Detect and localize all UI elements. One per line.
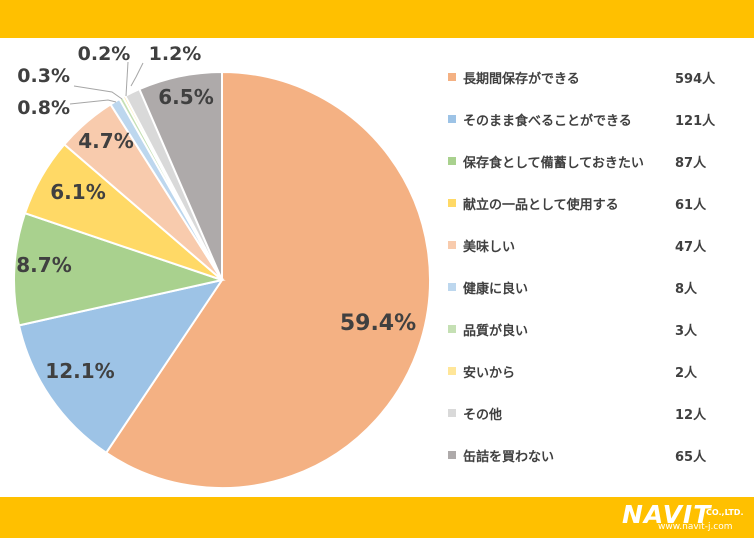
legend-count: 65人 [675, 449, 707, 465]
slice-percent-label: 8.7% [16, 253, 71, 277]
legend-item: 健康に良い 8人 [448, 272, 738, 302]
legend-count: 61人 [675, 197, 707, 213]
legend-count: 594人 [675, 71, 716, 87]
legend-label: 安いから [463, 365, 516, 381]
legend-item: その他 12人 [448, 398, 738, 428]
legend-item: 品質が良い 3人 [448, 314, 738, 344]
legend-item: 美味しい 47人 [448, 230, 738, 260]
legend-swatch [448, 241, 456, 249]
pie-slice [17, 278, 225, 455]
legend-label: 保存食として備蓄しておきたい [463, 155, 644, 171]
legend-count: 121人 [675, 113, 716, 129]
slice-percent-label: 0.2% [78, 43, 131, 65]
legend-count: 87人 [675, 155, 707, 171]
slice-percent-label: 1.2% [149, 43, 202, 65]
slice-percent-label: 4.7% [78, 129, 133, 153]
legend-swatch [448, 367, 456, 375]
legend-item: 安いから 2人 [448, 356, 738, 386]
slice-percent-label: 6.1% [50, 180, 105, 204]
pie-slice [138, 70, 223, 281]
slice-percent-label: 12.1% [45, 359, 114, 383]
legend-count: 47人 [675, 239, 707, 255]
pie-slice [12, 211, 226, 327]
legend-item: そのまま食べることができる 121人 [448, 104, 738, 134]
legend-item: 長期間保存ができる 594人 [448, 62, 738, 92]
slice-percent-label: 0.3% [17, 65, 70, 87]
legend-item: 缶詰を買わない 65人 [448, 440, 738, 470]
slice-percent-label: 0.8% [17, 97, 70, 119]
legend-swatch [448, 409, 456, 417]
slice-percent-label: 59.4% [340, 311, 416, 336]
legend-label: 献立の一品として使用する [463, 197, 619, 213]
legend-label: 美味しい [463, 239, 516, 255]
legend-count: 8人 [675, 281, 698, 297]
legend-item: 献立の一品として使用する 61人 [448, 188, 738, 218]
legend-swatch [448, 283, 456, 291]
leader-line [69, 99, 117, 105]
pie-percent-labels: 59.4% 12.1% 8.7% 6.1% 4.7% 0.8% 0.3% 0.2% 1.2% 6.… [16, 43, 416, 383]
company-logo: NAVIT CO.,LTD. www.navit-j.com [618, 500, 752, 536]
legend-count: 12人 [675, 407, 707, 423]
pie-slices [12, 70, 431, 489]
leader-line [73, 85, 123, 100]
pie-slice [104, 70, 431, 489]
legend-swatch [448, 199, 456, 207]
top-accent-band [0, 0, 754, 38]
legend-count: 3人 [675, 323, 698, 339]
legend-swatch [448, 451, 456, 459]
leader-line [130, 62, 144, 87]
legend-item: 保存食として備蓄しておきたい 87人 [448, 146, 738, 176]
legend-label: 缶詰を買わない [463, 449, 555, 465]
legend-label: その他 [463, 407, 503, 423]
legend-swatch [448, 325, 456, 333]
legend-swatch [448, 73, 456, 81]
slice-percent-label: 6.5% [158, 85, 213, 109]
legend-swatch [448, 115, 456, 123]
legend-swatch [448, 157, 456, 165]
legend-label: 品質が良い [463, 323, 529, 339]
legend-label: そのまま食べることができる [463, 113, 632, 129]
legend-label: 健康に良い [463, 281, 529, 297]
logo-company-suffix: CO.,LTD. [706, 508, 744, 517]
leader-line [125, 61, 129, 97]
legend-label: 長期間保存ができる [463, 71, 580, 87]
bottom-accent-band [0, 497, 754, 538]
logo-wordmark: NAVIT [622, 500, 712, 529]
logo-url: www.navit-j.com [658, 522, 733, 532]
legend-count: 2人 [675, 365, 698, 381]
